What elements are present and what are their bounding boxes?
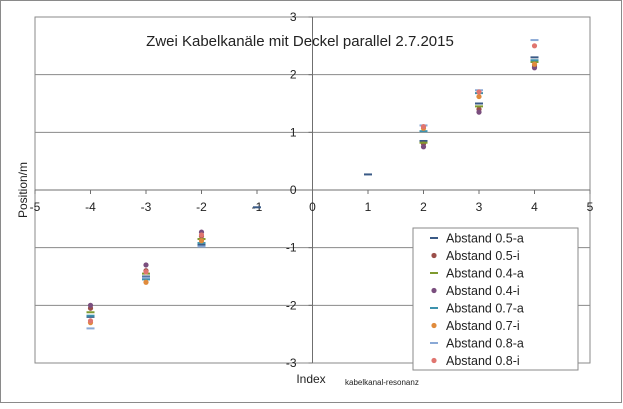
footnote-label: kabelkanal-resonanz bbox=[345, 378, 419, 387]
data-point bbox=[420, 123, 427, 130]
y-tick-label: -1 bbox=[286, 241, 297, 255]
x-tick-label: 4 bbox=[531, 200, 538, 214]
legend-box bbox=[412, 227, 579, 371]
data-point bbox=[476, 89, 482, 95]
y-tick-label: -3 bbox=[286, 356, 297, 370]
legend-label: Abstand 0.7-i bbox=[446, 319, 520, 333]
y-tick-label: 2 bbox=[290, 68, 297, 82]
legend-label: Abstand 0.4-i bbox=[446, 284, 520, 298]
legend-label: Abstand 0.5-a bbox=[446, 232, 524, 246]
x-tick-label: 1 bbox=[365, 200, 372, 214]
chart-title: Zwei Kabelkanäle mit Deckel parallel 2.7… bbox=[146, 33, 454, 50]
x-tick-label: -3 bbox=[141, 200, 152, 214]
data-point bbox=[198, 232, 205, 238]
x-tick-label: 3 bbox=[476, 200, 483, 214]
legend-swatch bbox=[431, 252, 437, 259]
x-tick-label: 5 bbox=[587, 200, 594, 214]
data-point bbox=[476, 93, 482, 100]
legend-label: Abstand 0.5-i bbox=[446, 249, 520, 263]
data-point bbox=[143, 269, 149, 275]
x-tick-label: -2 bbox=[196, 200, 207, 214]
data-point bbox=[531, 43, 538, 49]
data-marks bbox=[86, 39, 539, 330]
x-tick-label: -4 bbox=[85, 200, 96, 214]
data-point bbox=[476, 109, 482, 115]
data-point bbox=[420, 144, 427, 150]
data-point bbox=[87, 318, 94, 324]
legend: Abstand 0.5-a Abstand 0.5-i Abstand 0.4-a A… bbox=[412, 227, 579, 371]
data-point bbox=[531, 61, 538, 67]
y-tick-label: 0 bbox=[290, 183, 297, 197]
legend-label: Abstand 0.7-a bbox=[446, 302, 524, 316]
legend-label: Abstand 0.8-i bbox=[446, 354, 520, 368]
legend-label: Abstand 0.8-a bbox=[446, 337, 524, 351]
legend-swatch bbox=[431, 287, 437, 294]
x-tick-label: 0 bbox=[309, 200, 316, 214]
data-point bbox=[143, 279, 149, 285]
y-axis-label: Position/m bbox=[16, 162, 30, 218]
x-axis-label: Index bbox=[296, 372, 325, 386]
y-tick-label: 1 bbox=[290, 125, 297, 139]
y-tick-label: 3 bbox=[290, 10, 297, 24]
data-point bbox=[143, 262, 149, 268]
y-tick-label: -2 bbox=[286, 298, 297, 312]
legend-swatch bbox=[431, 322, 437, 329]
data-point bbox=[198, 238, 205, 244]
data-point bbox=[87, 302, 94, 308]
x-tick-label: 2 bbox=[420, 200, 427, 214]
axes bbox=[34, 16, 591, 364]
legend-label: Abstand 0.4-a bbox=[446, 267, 524, 281]
x-tick-label: -5 bbox=[30, 200, 41, 214]
legend-swatch bbox=[431, 357, 437, 364]
